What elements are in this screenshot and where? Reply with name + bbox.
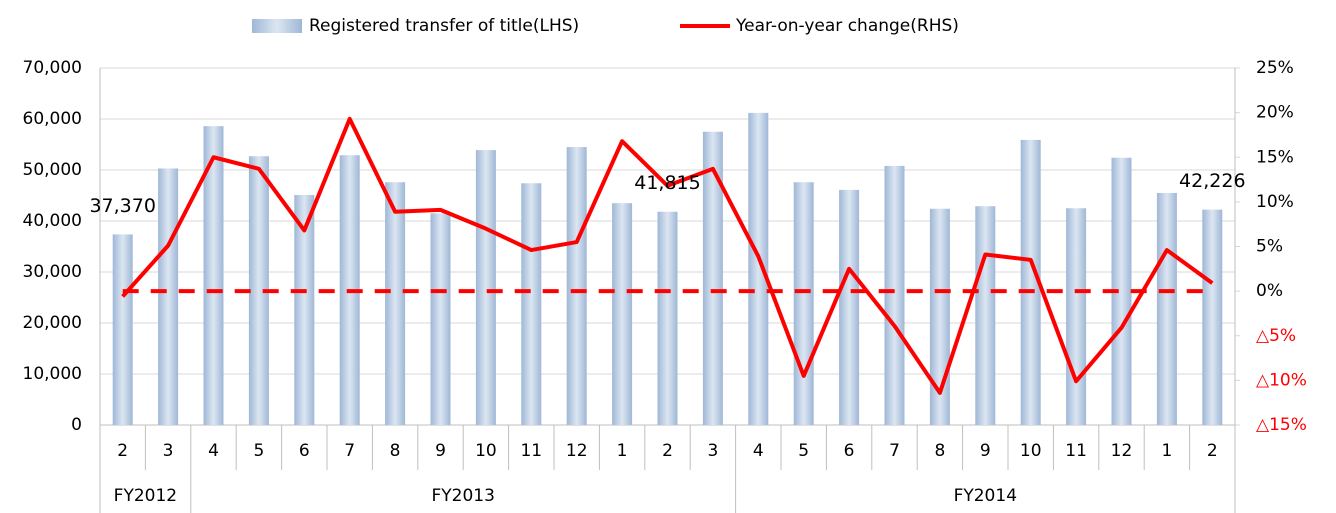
y-tick-label: 20,000: [23, 313, 82, 333]
x-tick-label: 5: [798, 441, 809, 461]
x-tick-label: 10: [475, 441, 497, 461]
x-tick-label: 12: [1111, 441, 1133, 461]
bar: [521, 183, 542, 425]
bar: [702, 131, 723, 425]
y-tick-label: 0: [71, 415, 82, 435]
bar: [385, 182, 406, 425]
x-tick-label: 3: [707, 441, 718, 461]
x-tick-label: 2: [662, 441, 673, 461]
y-tick-label: 70,000: [23, 58, 82, 78]
y2-tick-label: 15%: [1256, 147, 1294, 167]
legend-label: Registered transfer of title(LHS): [309, 16, 579, 36]
x-tick-label: 9: [435, 441, 446, 461]
x-tick-label: 10: [1020, 441, 1042, 461]
y2-tick-label: 10%: [1256, 192, 1294, 212]
x-tick-label: 6: [299, 441, 310, 461]
bar: [748, 112, 769, 425]
bar: [294, 194, 315, 425]
bar: [248, 156, 269, 426]
bar: [1111, 157, 1132, 425]
data-label: 37,370: [89, 195, 155, 217]
group-label: FY2012: [114, 486, 177, 506]
x-tick-label: 4: [753, 441, 764, 461]
x-tick-label: 4: [208, 441, 219, 461]
x-tick-label: 3: [163, 441, 174, 461]
x-tick-label: 7: [344, 441, 355, 461]
x-tick-label: 12: [566, 441, 588, 461]
bar: [203, 126, 224, 425]
bar: [884, 165, 905, 426]
x-tick-label: 11: [1065, 441, 1087, 461]
line: [121, 116, 1214, 395]
bar: [657, 211, 678, 425]
y2-tick-label: 5%: [1256, 237, 1283, 257]
bar: [793, 182, 814, 425]
bar: [1066, 208, 1087, 425]
x-tick-label: 2: [1207, 441, 1218, 461]
group-label: FY2013: [431, 486, 494, 506]
y2-tick-label: △15%: [1256, 415, 1307, 435]
x-tick-label: 8: [934, 441, 945, 461]
x-tick-label: 5: [253, 441, 264, 461]
group-label: FY2014: [954, 486, 1017, 506]
bar: [839, 189, 860, 425]
x-tick-label: 7: [889, 441, 900, 461]
y-tick-label: 30,000: [23, 262, 82, 282]
legend-swatch: [252, 19, 302, 33]
y-tick-label: 50,000: [23, 160, 82, 180]
data-label: 41,815: [634, 172, 700, 194]
x-tick-label: 1: [617, 441, 628, 461]
x-tick-label: 1: [1161, 441, 1172, 461]
bar: [430, 213, 451, 425]
bar: [566, 147, 587, 426]
x-tick-label: 6: [844, 441, 855, 461]
y2-tick-label: 20%: [1256, 103, 1294, 123]
y2-tick-label: 25%: [1256, 58, 1294, 78]
bar: [612, 203, 633, 425]
bar: [1202, 209, 1223, 425]
bar: [475, 150, 496, 426]
bar: [158, 168, 179, 425]
bar: [112, 234, 133, 425]
y-tick-label: 40,000: [23, 211, 82, 231]
data-label: 42,226: [1179, 170, 1245, 192]
legend-label: Year-on-year change(RHS): [735, 16, 959, 36]
y2-tick-label: △5%: [1256, 326, 1296, 346]
bar: [1020, 139, 1041, 425]
y-tick-label: 60,000: [23, 109, 82, 129]
y-tick-label: 10,000: [23, 364, 82, 384]
bar: [1156, 192, 1177, 425]
bar: [929, 208, 950, 425]
y2-tick-label: 0%: [1256, 281, 1283, 301]
y2-tick-label: △10%: [1256, 370, 1307, 390]
x-tick-label: 11: [520, 441, 542, 461]
x-tick-label: 8: [390, 441, 401, 461]
x-tick-label: 2: [117, 441, 128, 461]
x-tick-label: 9: [980, 441, 991, 461]
bar: [975, 206, 996, 425]
